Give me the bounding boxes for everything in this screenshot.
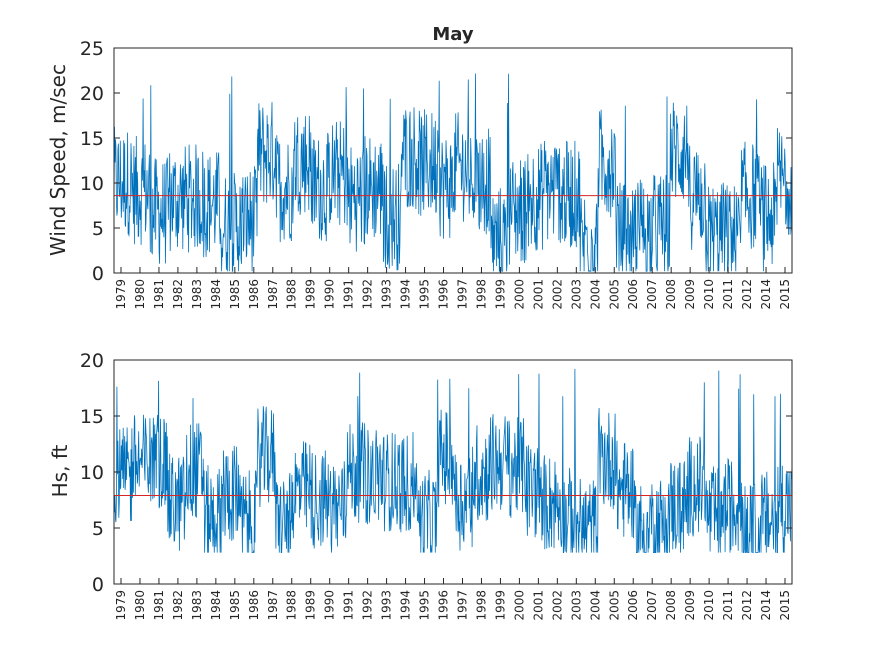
x-tick-label: 1996	[437, 590, 451, 621]
x-tick-label: 1985	[228, 279, 242, 310]
wave-height-axes: 0 5 10 15 20 1979 1980 1981 1982 1983 1984 1985 1986…	[80, 350, 793, 621]
x-tick-label: 2010	[702, 279, 716, 310]
x-tick-label: 1983	[190, 590, 204, 621]
x-tick-label: 2004	[588, 590, 602, 621]
x-tick-label: 1994	[399, 279, 413, 310]
x-tick-label: 1982	[171, 590, 185, 621]
x-tick-label: 2003	[569, 590, 583, 621]
y-axis-label: Wind Speed, m/sec	[46, 64, 70, 256]
x-tick-label: 2010	[702, 590, 716, 621]
x-tick-label: 1987	[266, 590, 280, 621]
axes-box	[113, 47, 793, 274]
x-tick-label: 2005	[607, 279, 621, 310]
x-tick-label: 1986	[247, 279, 261, 310]
x-tick-label: 2008	[664, 590, 678, 621]
x-tick-label: 1990	[323, 590, 337, 621]
x-tick-label: 2002	[550, 279, 564, 310]
x-tick-label: 2008	[664, 279, 678, 310]
x-tick-label: 1997	[455, 590, 469, 621]
x-tick-label: 1994	[399, 590, 413, 621]
series-line	[113, 73, 793, 272]
wave-height-series-group	[113, 368, 793, 553]
x-tick-label: 2007	[645, 279, 659, 310]
x-tick-label: 1993	[380, 590, 394, 621]
y-tick-label: 15	[80, 128, 104, 150]
wave-height-panel: Hs, ft 0 5 10 15 20 1979 1980 1981 1982 1983 1984 1…	[48, 350, 793, 621]
x-tick-label: 2005	[607, 590, 621, 621]
y-tick-label: 15	[80, 406, 104, 428]
x-tick-label: 1991	[342, 279, 356, 310]
y-tick-label: 5	[92, 218, 104, 240]
x-tick-label: 1989	[304, 590, 318, 621]
y-tick-label: 5	[92, 518, 104, 540]
x-tick-label: 1988	[285, 279, 299, 310]
x-tick-label: 2006	[626, 279, 640, 310]
x-tick-label: 2001	[531, 590, 545, 621]
x-tick-label: 1981	[152, 279, 166, 310]
x-tick-label: 1998	[474, 590, 488, 621]
x-tick-label: 1979	[114, 279, 128, 310]
x-tick-label: 2003	[569, 279, 583, 310]
wind-speed-panel: May Wind Speed, m/sec 0 5 10 15 20 25 1979 1980…	[46, 24, 793, 310]
x-tick-label: 1992	[361, 279, 375, 310]
y-tick-label: 0	[92, 574, 104, 596]
x-tick-label: 2007	[645, 590, 659, 621]
x-tick-label: 1988	[285, 590, 299, 621]
x-tick-label: 1998	[474, 279, 488, 310]
wind-speed-series-group	[113, 73, 793, 272]
chart-title: May	[432, 24, 474, 45]
x-tick-label: 1989	[304, 279, 318, 310]
x-tick-label: 2015	[778, 590, 792, 621]
x-tick-label: 2011	[721, 590, 735, 621]
wind-speed-axes: 0 5 10 15 20 25 1979 1980 1981 1982 1983 1984 1985 19…	[80, 38, 793, 310]
x-tick-label: 1984	[209, 279, 223, 310]
x-tick-label: 1981	[152, 590, 166, 621]
x-tick-label: 2000	[512, 590, 526, 621]
x-tick-label: 1997	[455, 279, 469, 310]
y-tick-label: 10	[80, 173, 104, 195]
x-tick-label: 1995	[418, 279, 432, 310]
x-tick-label: 2012	[740, 590, 754, 621]
x-tick-label: 1991	[342, 590, 356, 621]
x-tick-label: 2001	[531, 279, 545, 310]
x-tick-label: 2004	[588, 279, 602, 310]
x-tick-label: 1987	[266, 279, 280, 310]
x-tick-label: 2006	[626, 590, 640, 621]
x-tick-label: 2012	[740, 279, 754, 310]
y-tick-label: 10	[80, 462, 104, 484]
y-tick-label: 20	[80, 350, 104, 372]
x-tick-label: 2009	[683, 279, 697, 310]
x-tick-label: 2009	[683, 590, 697, 621]
x-tick-label: 1999	[493, 279, 507, 310]
y-tick-label: 20	[80, 83, 104, 105]
x-tick-label: 1995	[418, 590, 432, 621]
x-tick-label: 1979	[114, 590, 128, 621]
x-tick-label: 1983	[190, 279, 204, 310]
x-tick-label: 1984	[209, 590, 223, 621]
x-tick-label: 2014	[759, 279, 773, 310]
x-tick-label: 2000	[512, 279, 526, 310]
x-tick-label: 1993	[380, 279, 394, 310]
x-tick-label: 1992	[361, 590, 375, 621]
x-tick-label: 2014	[759, 590, 773, 621]
y-tick-label: 25	[80, 38, 104, 60]
x-tick-label: 1985	[228, 590, 242, 621]
x-tick-label: 1982	[171, 279, 185, 310]
series-line	[113, 368, 793, 553]
x-tick-label: 2011	[721, 279, 735, 310]
x-tick-label: 1986	[247, 590, 261, 621]
x-tick-label: 2015	[778, 279, 792, 310]
x-tick-label: 2002	[550, 590, 564, 621]
y-tick-label: 0	[92, 263, 104, 285]
x-tick-label: 1980	[133, 590, 147, 621]
x-tick-label: 1990	[323, 279, 337, 310]
x-tick-label: 1996	[437, 279, 451, 310]
x-tick-label: 1980	[133, 279, 147, 310]
y-axis-label: Hs, ft	[48, 444, 72, 497]
x-tick-label: 1999	[493, 590, 507, 621]
